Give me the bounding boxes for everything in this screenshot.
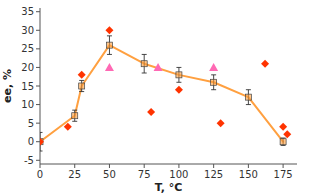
- diamond-marker: [279, 123, 287, 131]
- diamond-marker: [64, 123, 72, 131]
- y-axis-label: ee, %: [1, 69, 14, 103]
- error-bar-cap: [142, 73, 147, 74]
- y-tick: [36, 30, 40, 31]
- x-tick: [248, 164, 249, 168]
- error-bar-cap: [72, 110, 77, 111]
- y-tick-label: 35: [21, 6, 34, 17]
- x-tick-label: 100: [169, 169, 188, 180]
- error-bar: [79, 80, 84, 91]
- square-marker: [141, 61, 147, 67]
- plot-area: [40, 26, 291, 151]
- x-tick-label: 125: [204, 169, 223, 180]
- square-marker: [72, 113, 78, 119]
- x-tick-label: 50: [103, 169, 116, 180]
- y-tick-label: 5: [28, 118, 34, 129]
- error-bar-cap: [79, 91, 84, 92]
- error-bar-cap: [107, 54, 112, 55]
- x-tick: [40, 164, 41, 168]
- error-bar: [107, 36, 112, 55]
- diamond-marker: [261, 60, 269, 68]
- x-tick-label: 175: [274, 169, 293, 180]
- error-bar-cap: [40, 132, 43, 133]
- x-tick-label: 0: [37, 169, 43, 180]
- diamond-marker: [217, 119, 225, 127]
- error-bar-cap: [246, 89, 251, 90]
- error-bar-cap: [246, 104, 251, 105]
- error-bar-cap: [72, 121, 77, 122]
- diamond-marker: [105, 26, 113, 34]
- triangle-marker: [209, 63, 218, 71]
- error-bar-cap: [79, 80, 84, 81]
- y-tick: [36, 104, 40, 105]
- error-bar: [211, 75, 216, 90]
- x-tick: [109, 164, 110, 168]
- y-tick: [36, 141, 40, 142]
- square-marker: [280, 139, 286, 145]
- chart: 0255075100125150175-505101520253035T, °C…: [0, 0, 309, 194]
- y-tick-label: 15: [21, 81, 34, 92]
- error-bar-cap: [142, 54, 147, 55]
- y-tick-label: 20: [21, 62, 34, 73]
- error-bar-cap: [40, 151, 43, 152]
- error-bar: [176, 67, 181, 82]
- y-tick-label: 10: [21, 99, 34, 110]
- square-marker: [40, 139, 43, 145]
- y-tick-label: 30: [21, 25, 34, 36]
- square-marker: [245, 94, 251, 100]
- y-tick: [36, 11, 40, 12]
- diamond-marker: [147, 108, 155, 116]
- error-bar: [246, 90, 251, 105]
- diamond-marker: [175, 86, 183, 94]
- error-bar-cap: [107, 35, 112, 36]
- error-bar-cap: [281, 138, 286, 139]
- y-tick-label: 0: [28, 136, 34, 147]
- x-axis-line: [40, 164, 297, 165]
- triangle-marker: [105, 63, 114, 71]
- error-bar-cap: [176, 82, 181, 83]
- x-tick-label: 150: [239, 169, 258, 180]
- x-tick: [283, 164, 284, 168]
- x-tick: [178, 164, 179, 168]
- x-tick: [74, 164, 75, 168]
- error-bar-cap: [281, 145, 286, 146]
- y-tick: [36, 123, 40, 124]
- x-tick-label: 75: [138, 169, 151, 180]
- y-tick: [36, 48, 40, 49]
- triangle-marker: [154, 63, 163, 71]
- square-marker: [211, 79, 217, 85]
- x-axis-label: T, °C: [155, 181, 183, 194]
- diamond-marker: [40, 138, 44, 146]
- square-marker: [106, 42, 112, 48]
- error-bar-cap: [211, 89, 216, 90]
- error-bar: [281, 138, 286, 145]
- x-tick: [144, 164, 145, 168]
- error-bar: [72, 110, 77, 121]
- x-tick: [213, 164, 214, 168]
- y-tick: [36, 67, 40, 68]
- y-tick-label: 25: [21, 43, 34, 54]
- line: [40, 45, 283, 142]
- y-tick: [36, 160, 40, 161]
- error-bar-cap: [211, 74, 216, 75]
- diamond-marker: [283, 130, 291, 138]
- y-tick: [36, 86, 40, 87]
- square-marker: [176, 72, 182, 78]
- diamond-marker: [78, 71, 86, 79]
- error-bar-cap: [176, 67, 181, 68]
- error-bar: [142, 54, 147, 73]
- square-marker: [79, 83, 85, 89]
- x-tick-label: 25: [68, 169, 81, 180]
- y-tick-label: -5: [24, 155, 34, 166]
